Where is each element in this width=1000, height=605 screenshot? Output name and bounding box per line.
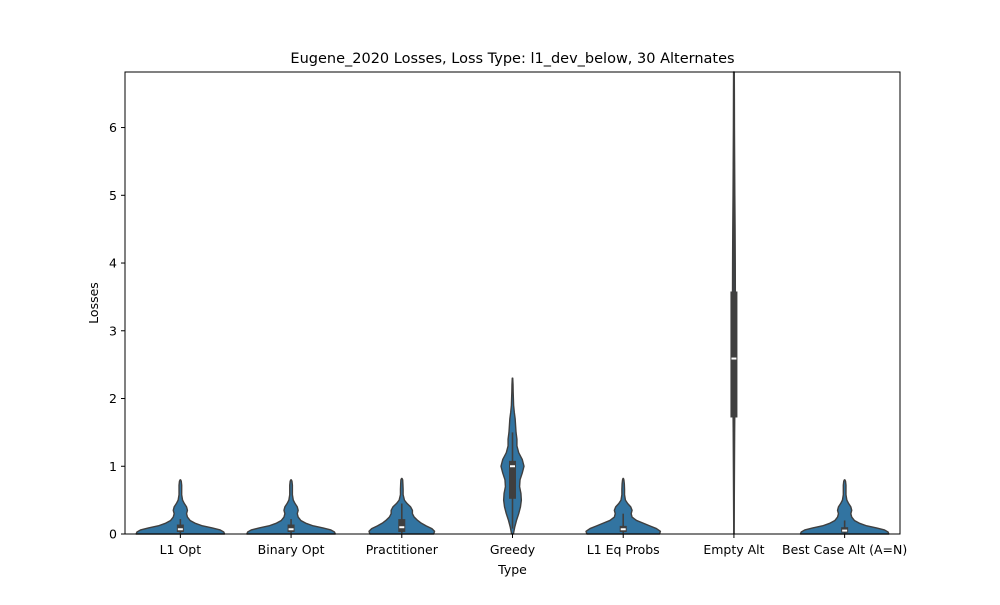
y-tick-label: 3 xyxy=(109,323,117,338)
violin-body xyxy=(585,477,662,535)
x-tick-label: Practitioner xyxy=(366,542,439,557)
y-tick-label: 0 xyxy=(109,527,117,542)
y-axis-label: Losses xyxy=(86,282,101,324)
y-tick-label: 4 xyxy=(109,256,117,271)
violin-practitioner xyxy=(368,477,436,535)
violin-binary-opt xyxy=(246,479,337,535)
chart-title: Eugene_2020 Losses, Loss Type: l1_dev_be… xyxy=(290,51,734,67)
violin-iqr-box xyxy=(287,524,295,532)
y-axis-ticks: 0 1 2 3 4 5 6 xyxy=(109,120,125,542)
x-tick-label: Empty Alt xyxy=(703,542,764,557)
violins-layer xyxy=(135,71,890,535)
y-tick-label: 5 xyxy=(109,188,117,203)
violin-l1-eq-probs xyxy=(585,477,662,535)
x-tick-label: L1 Eq Probs xyxy=(587,542,660,557)
violin-iqr-box xyxy=(176,524,184,532)
y-tick-label: 1 xyxy=(109,459,117,474)
x-tick-label: L1 Opt xyxy=(160,542,202,557)
violin-best-case-alt-a-n xyxy=(799,479,890,535)
y-tick-label: 2 xyxy=(109,391,117,406)
x-tick-label: Best Case Alt (A=N) xyxy=(782,542,907,557)
x-tick-label: Greedy xyxy=(490,542,536,557)
axes-frame xyxy=(124,71,901,535)
x-tick-label: Binary Opt xyxy=(258,542,325,557)
violin-iqr-box xyxy=(398,519,406,532)
violin-l1-opt xyxy=(135,479,226,535)
violin-iqr-box xyxy=(730,291,738,418)
x-axis-label: Type xyxy=(497,562,527,577)
violin-iqr-box xyxy=(509,460,516,499)
violin-greedy xyxy=(500,377,525,535)
violin-body xyxy=(799,479,890,535)
x-axis-ticks: L1 Opt Binary Opt Practitioner Greedy L1 Eq … xyxy=(160,534,907,557)
violin-body xyxy=(135,479,226,535)
violin-body xyxy=(246,479,337,535)
y-tick-label: 6 xyxy=(109,120,117,135)
